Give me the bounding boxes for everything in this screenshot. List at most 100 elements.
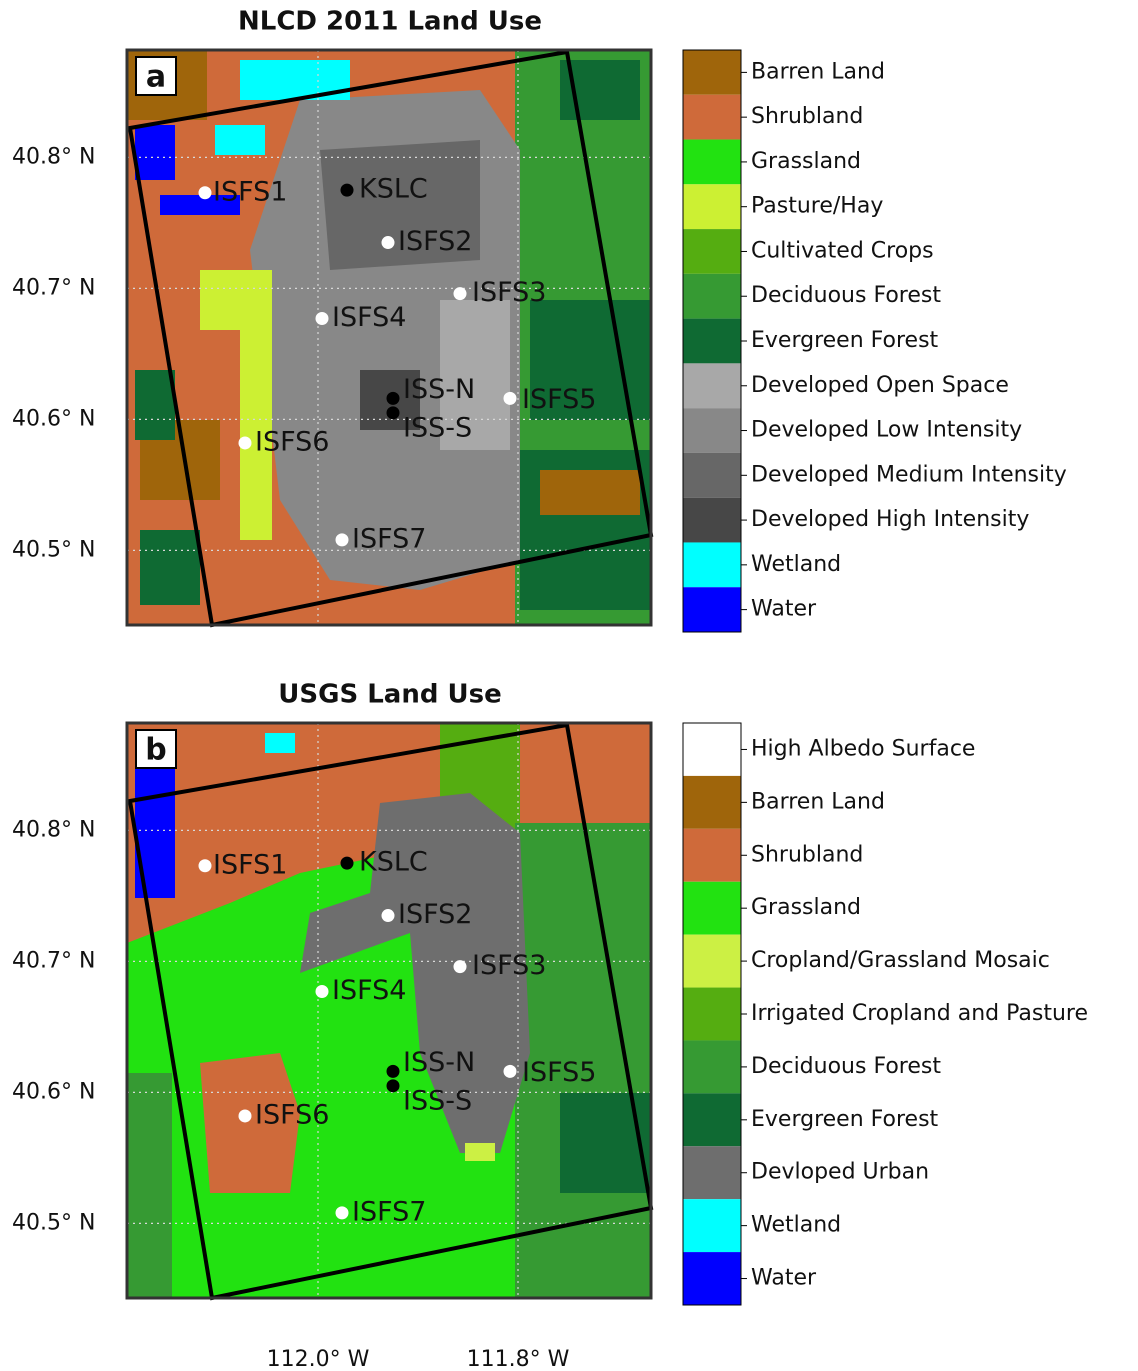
land-patch [200, 270, 240, 330]
legend-label: Cropland/Grassland Mosaic [751, 948, 1050, 973]
station-marker [315, 312, 329, 326]
land-patch [135, 125, 175, 180]
panel-label-box [135, 56, 177, 96]
y-tick-label: 40.5° N [12, 1210, 95, 1235]
panel: 40.8° N 40.7° N 40.6° N 40.5° N a NLCD 2011 L… [12, 7, 1067, 633]
legend-swatch [683, 1252, 741, 1305]
legend-swatch [683, 497, 741, 543]
legend-swatch [683, 828, 741, 882]
land-patch [540, 470, 640, 515]
land-patch [200, 1053, 300, 1193]
station-label: ISFS6 [255, 426, 329, 457]
legend-label: Irrigated Cropland and Pasture [751, 1001, 1088, 1026]
panel-label: b [145, 733, 166, 768]
legend-label: Deciduous Forest [751, 1054, 941, 1079]
station-label: ISFS2 [398, 899, 472, 930]
legend-label: Developed High Intensity [751, 507, 1029, 532]
station-label: ISFS5 [522, 384, 596, 415]
station-marker [386, 391, 400, 405]
legend-frame [682, 722, 742, 1306]
land-patch [127, 1073, 172, 1298]
legend-swatch [683, 318, 741, 364]
y-tick-label: 40.8° N [12, 144, 95, 169]
panel-label: a [146, 60, 166, 95]
panel: 40.8° N 40.7° N 40.6° N 40.5° N 112.0° W 111.… [12, 680, 1088, 1371]
legend-swatch [683, 184, 741, 230]
station-label: ISS-N [403, 374, 475, 405]
station-label: ISFS4 [332, 302, 406, 333]
station-label: ISFS1 [213, 176, 287, 207]
station-marker [198, 859, 212, 873]
map-frame [125, 721, 653, 1300]
station-marker [238, 1109, 252, 1123]
station-label: ISFS7 [352, 1196, 426, 1227]
x-tick-label: 111.8° W [467, 1347, 570, 1371]
map-frame [125, 48, 653, 627]
station-marker [238, 436, 252, 450]
station-label: ISFS3 [472, 277, 546, 308]
legend-swatch [683, 408, 741, 453]
land-patch [515, 823, 651, 1298]
station-marker [340, 183, 354, 197]
station-label: ISS-N [403, 1047, 475, 1078]
station-marker [198, 186, 212, 200]
land-patch [465, 1143, 495, 1161]
land-patch [530, 300, 651, 420]
legend-swatch [683, 934, 741, 988]
legend-label: Shrubland [751, 842, 863, 867]
land-patch [135, 370, 175, 440]
legend-swatch [683, 452, 741, 498]
station-marker [315, 985, 329, 999]
legend-swatch [683, 94, 741, 140]
legend-label: Developed Medium Intensity [751, 462, 1067, 487]
y-tick-label: 40.7° N [12, 275, 95, 300]
legend-swatch [683, 775, 741, 829]
legend-swatch [683, 363, 741, 409]
station-label: ISFS6 [255, 1099, 329, 1130]
station-label: KSLC [359, 174, 428, 205]
land-patch [140, 530, 200, 605]
land-patch [560, 1093, 651, 1193]
land-patch [160, 195, 240, 215]
y-tick-label: 40.5° N [12, 537, 95, 562]
legend-label: Cultivated Crops [751, 238, 934, 263]
station-marker [453, 960, 467, 974]
x-tick-label: 112.0° W [267, 1347, 370, 1371]
legend-label: Grassland [751, 149, 861, 174]
y-tick-label: 40.8° N [12, 817, 95, 842]
station-marker [453, 287, 467, 301]
station-label: ISS-S [403, 1085, 472, 1116]
station-label: ISFS2 [398, 226, 472, 257]
legend-swatch [683, 50, 741, 95]
land-patch [240, 270, 272, 540]
station-marker [335, 1206, 349, 1220]
legend-swatch [683, 542, 741, 588]
legend-label: Wetland [751, 552, 841, 577]
station-marker [386, 1079, 400, 1093]
legend-label: Barren Land [751, 59, 885, 84]
land-cover [127, 723, 651, 1298]
panel-label-box [135, 729, 177, 769]
panel-title: USGS Land Use [278, 680, 501, 710]
y-tick-label: 40.7° N [12, 948, 95, 973]
station-marker [381, 909, 395, 923]
y-tick-label: 40.6° N [12, 406, 95, 431]
legend-label: Deciduous Forest [751, 283, 941, 308]
land-patch [215, 125, 265, 155]
station-label: ISFS5 [522, 1057, 596, 1088]
station-marker [503, 391, 517, 405]
legend-label: High Albedo Surface [751, 736, 975, 761]
station-marker [386, 1064, 400, 1078]
legend-label: Evergreen Forest [751, 328, 939, 353]
legend-swatch [683, 1093, 741, 1147]
legend-swatch [683, 1146, 741, 1200]
panel-title: NLCD 2011 Land Use [238, 7, 542, 37]
station-marker [503, 1064, 517, 1078]
station-marker [381, 236, 395, 250]
station-marker [335, 533, 349, 547]
land-patch [440, 300, 510, 450]
station-label: ISS-S [403, 412, 472, 443]
land-patch [265, 733, 295, 753]
